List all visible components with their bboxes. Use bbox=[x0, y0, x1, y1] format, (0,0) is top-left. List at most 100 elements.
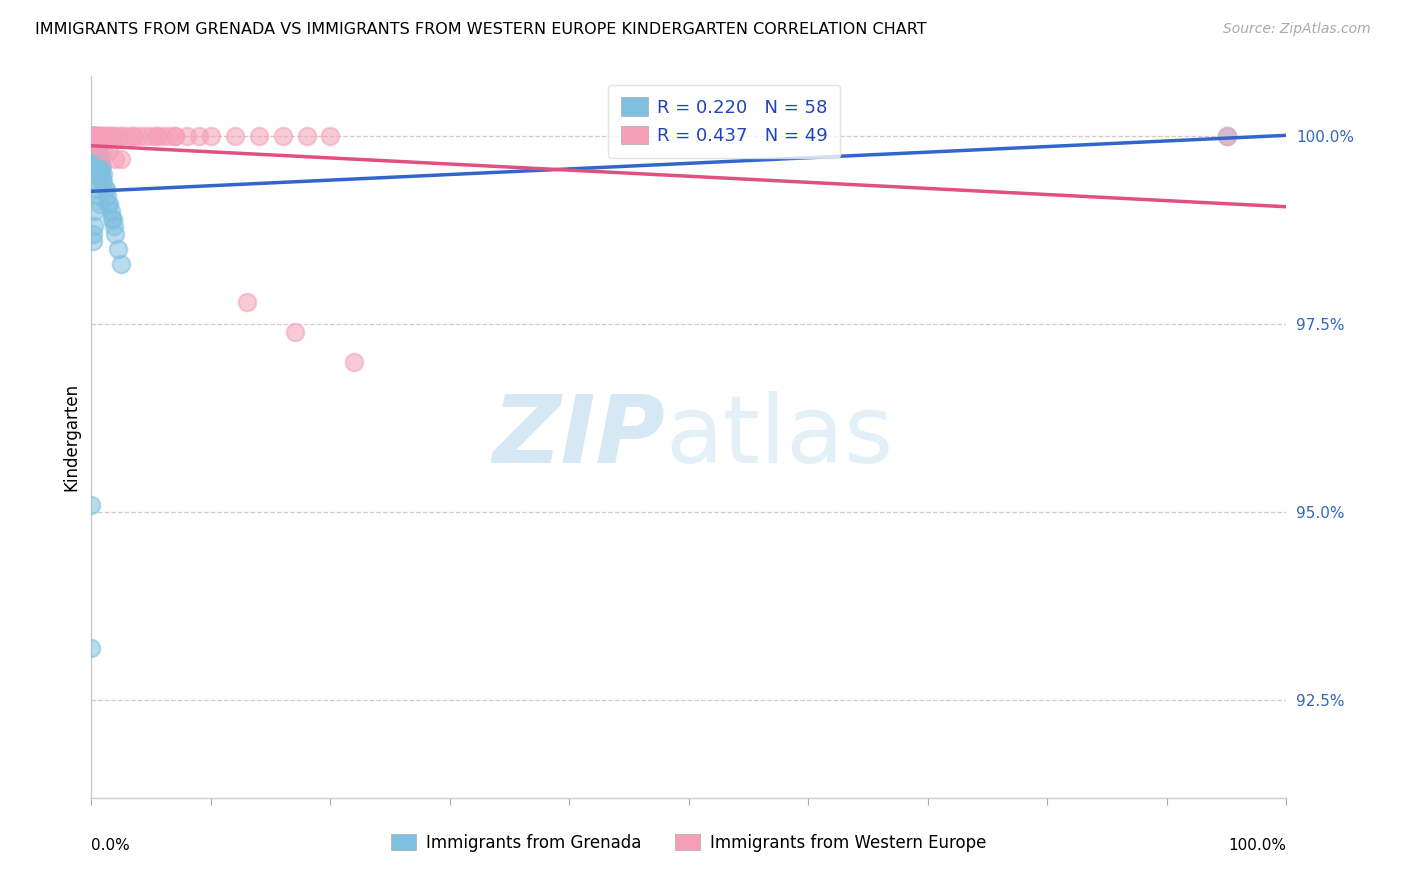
Point bbox=[91, 159, 114, 173]
Point bbox=[187, 129, 211, 144]
Point bbox=[83, 152, 105, 166]
Point bbox=[86, 136, 108, 151]
Point bbox=[94, 129, 117, 144]
Point bbox=[84, 136, 107, 151]
Text: atlas: atlas bbox=[665, 391, 893, 483]
Point bbox=[84, 174, 107, 188]
Point bbox=[122, 129, 145, 144]
Point bbox=[84, 136, 107, 151]
Point bbox=[86, 144, 108, 158]
Point bbox=[235, 294, 259, 309]
Point bbox=[83, 129, 105, 144]
Text: IMMIGRANTS FROM GRENADA VS IMMIGRANTS FROM WESTERN EUROPE KINDERGARTEN CORRELATI: IMMIGRANTS FROM GRENADA VS IMMIGRANTS FR… bbox=[35, 22, 927, 37]
Point bbox=[82, 129, 104, 144]
Point bbox=[1215, 129, 1237, 144]
Point bbox=[200, 129, 222, 144]
Y-axis label: Kindergarten: Kindergarten bbox=[62, 383, 80, 491]
Point bbox=[98, 144, 121, 158]
Point bbox=[86, 159, 108, 173]
Point bbox=[1215, 129, 1237, 144]
Point bbox=[134, 129, 156, 144]
Point bbox=[101, 129, 124, 144]
Point bbox=[83, 144, 105, 158]
Point bbox=[284, 325, 307, 339]
Point bbox=[82, 227, 104, 241]
Point bbox=[93, 167, 114, 181]
Point bbox=[83, 129, 105, 144]
Point bbox=[90, 159, 112, 173]
Point bbox=[98, 196, 121, 211]
Text: ZIP: ZIP bbox=[492, 391, 665, 483]
Point bbox=[157, 129, 180, 144]
Text: 0.0%: 0.0% bbox=[91, 838, 131, 853]
Point bbox=[83, 136, 105, 151]
Point bbox=[93, 174, 114, 188]
Point bbox=[146, 129, 169, 144]
Point bbox=[141, 129, 162, 144]
Point bbox=[110, 152, 132, 166]
Point bbox=[90, 152, 112, 166]
Point bbox=[101, 211, 124, 226]
Point bbox=[163, 129, 186, 144]
Point bbox=[84, 129, 107, 144]
Point bbox=[89, 196, 111, 211]
Point bbox=[90, 167, 112, 181]
Point bbox=[247, 129, 270, 144]
Point bbox=[87, 159, 110, 173]
Point bbox=[295, 129, 318, 144]
Point bbox=[110, 129, 132, 144]
Point bbox=[343, 355, 366, 369]
Point bbox=[97, 196, 120, 211]
Point bbox=[93, 129, 114, 144]
Point bbox=[89, 167, 111, 181]
Point bbox=[87, 144, 110, 158]
Point bbox=[98, 129, 121, 144]
Point bbox=[89, 152, 111, 166]
Point bbox=[82, 136, 104, 151]
Point bbox=[152, 129, 174, 144]
Point bbox=[80, 640, 103, 655]
Point bbox=[146, 129, 169, 144]
Point bbox=[84, 129, 107, 144]
Point bbox=[100, 129, 122, 144]
Point bbox=[163, 129, 186, 144]
Point bbox=[84, 129, 107, 144]
Point bbox=[84, 152, 107, 166]
Point bbox=[103, 219, 125, 234]
Point bbox=[86, 152, 108, 166]
Point bbox=[82, 129, 104, 144]
Point bbox=[86, 182, 108, 196]
Point bbox=[104, 227, 127, 241]
Point bbox=[84, 136, 107, 151]
Text: 100.0%: 100.0% bbox=[1229, 838, 1286, 853]
Point bbox=[84, 144, 107, 158]
Point bbox=[84, 167, 107, 181]
Point bbox=[91, 174, 114, 188]
Point bbox=[89, 159, 111, 173]
Point bbox=[94, 182, 117, 196]
Point bbox=[128, 129, 150, 144]
Point bbox=[84, 129, 107, 144]
Point bbox=[90, 129, 112, 144]
Point bbox=[115, 129, 138, 144]
Point bbox=[104, 152, 127, 166]
Point bbox=[84, 144, 107, 158]
Point bbox=[87, 129, 110, 144]
Point bbox=[176, 129, 198, 144]
Point bbox=[96, 189, 118, 203]
Point bbox=[89, 136, 111, 151]
Point bbox=[87, 189, 110, 203]
Point bbox=[100, 211, 122, 226]
Point bbox=[87, 152, 110, 166]
Point bbox=[83, 219, 105, 234]
Point bbox=[84, 159, 107, 173]
Point bbox=[110, 257, 132, 271]
Point bbox=[83, 129, 105, 144]
Point bbox=[271, 129, 294, 144]
Point bbox=[319, 129, 342, 144]
Point bbox=[93, 144, 114, 158]
Point bbox=[80, 498, 103, 512]
Text: Source: ZipAtlas.com: Source: ZipAtlas.com bbox=[1223, 22, 1371, 37]
Point bbox=[82, 235, 104, 249]
Point bbox=[84, 152, 107, 166]
